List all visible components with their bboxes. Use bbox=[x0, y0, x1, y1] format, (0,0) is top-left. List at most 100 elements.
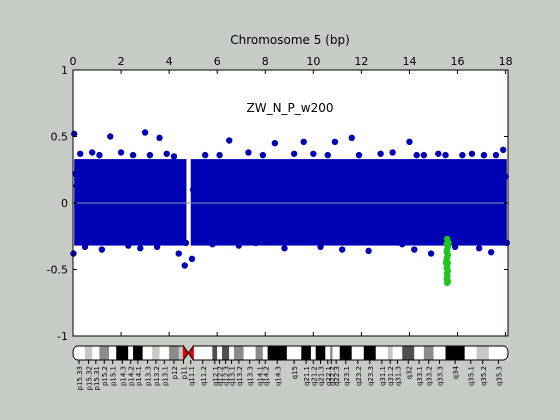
ideogram-band bbox=[128, 346, 134, 360]
band-label: q13.3 bbox=[247, 366, 255, 386]
sample-annotation: ZW_N_P_w200 bbox=[246, 101, 333, 115]
data-band-q-arm bbox=[190, 159, 507, 246]
ideogram-band bbox=[402, 346, 415, 360]
data-point bbox=[271, 139, 279, 147]
band-label: q12.1 bbox=[212, 366, 220, 386]
band-label: q35.1 bbox=[468, 366, 476, 386]
data-point bbox=[468, 150, 476, 157]
ideogram-band bbox=[193, 346, 213, 360]
data-point bbox=[89, 149, 96, 156]
ideogram-band bbox=[286, 346, 302, 360]
x-axis-top: 0 2 4 6 8 10 12 14 16 18 bbox=[70, 55, 513, 336]
ideogram-band bbox=[330, 346, 333, 360]
data-point bbox=[355, 151, 363, 159]
data-point bbox=[459, 151, 466, 159]
ideogram-band bbox=[325, 346, 331, 360]
x-tick-label: 10 bbox=[306, 55, 320, 68]
band-label: q11.1 bbox=[188, 366, 196, 386]
data-point bbox=[281, 245, 288, 252]
band-label: p15.31 bbox=[93, 366, 101, 390]
data-point bbox=[175, 250, 182, 257]
band-label: p15.32 bbox=[86, 366, 94, 390]
ideogram-band bbox=[142, 346, 153, 360]
data-band bbox=[74, 159, 507, 246]
data-point bbox=[487, 249, 495, 256]
data-point bbox=[182, 239, 190, 247]
band-label: q31.2 bbox=[387, 366, 395, 386]
ideogram-band bbox=[315, 346, 326, 360]
ideogram-band bbox=[476, 346, 489, 360]
ideogram-band bbox=[222, 346, 230, 360]
data-point bbox=[77, 150, 84, 157]
chromosome-ideogram: p15.33 p15.32 p15.31 p15.2 p15.1 p14.3 p14.2 p1… bbox=[72, 344, 509, 390]
ideogram-band bbox=[109, 346, 117, 360]
band-label: q34 bbox=[452, 365, 460, 379]
data-point bbox=[216, 151, 223, 159]
band-label: q31.3 bbox=[394, 366, 402, 386]
band-label: q23.2 bbox=[355, 366, 363, 386]
ideogram-band bbox=[212, 346, 218, 360]
data-point bbox=[72, 170, 79, 177]
data-point bbox=[377, 150, 384, 157]
y-tick-label: 0.5 bbox=[51, 131, 69, 144]
data-point bbox=[252, 239, 259, 247]
ideogram-band bbox=[433, 346, 446, 360]
x-tick-label: 16 bbox=[451, 55, 465, 68]
data-point bbox=[107, 133, 114, 140]
data-point bbox=[492, 151, 500, 159]
y-tick-label: 1 bbox=[61, 64, 68, 77]
ideogram-band bbox=[464, 346, 477, 360]
data-point bbox=[442, 151, 449, 159]
data-point bbox=[245, 149, 252, 156]
ideogram-band bbox=[262, 346, 268, 360]
ideogram-band bbox=[116, 346, 129, 360]
highlight-point bbox=[443, 279, 451, 286]
ideogram-band bbox=[169, 346, 179, 360]
band-label: q21.1 bbox=[303, 366, 311, 386]
band-label: q12.3 bbox=[223, 366, 231, 386]
ideogram-band bbox=[234, 346, 244, 360]
x-tick-label: 18 bbox=[499, 55, 513, 68]
data-point bbox=[163, 150, 170, 157]
band-label: q14.1 bbox=[256, 366, 264, 386]
data-point bbox=[235, 242, 243, 249]
ideogram-band bbox=[99, 346, 110, 360]
data-point bbox=[209, 241, 216, 248]
data-point bbox=[389, 149, 396, 156]
band-label: p12 bbox=[171, 366, 179, 379]
ideogram-band bbox=[363, 346, 376, 360]
band-label: q13.2 bbox=[236, 366, 244, 386]
band-label: q21.3 bbox=[318, 366, 326, 386]
band-label: q12.2 bbox=[217, 366, 225, 386]
data-point bbox=[499, 146, 507, 153]
data-point bbox=[413, 151, 420, 159]
ideogram-band bbox=[414, 346, 424, 360]
data-point bbox=[365, 247, 372, 255]
data-point bbox=[170, 153, 178, 160]
x-tick-label: 2 bbox=[118, 55, 125, 68]
band-label: p13.2 bbox=[153, 366, 161, 386]
ideogram-band bbox=[423, 346, 434, 360]
data-point bbox=[117, 149, 125, 156]
data-point bbox=[141, 129, 149, 136]
ideogram-band bbox=[387, 346, 393, 360]
ideogram-band bbox=[310, 346, 316, 360]
data-point bbox=[125, 242, 132, 249]
band-label: q22.1 bbox=[325, 366, 333, 386]
band-label: q14.2 bbox=[262, 366, 270, 386]
data-point bbox=[73, 182, 80, 189]
band-label: q15 bbox=[291, 366, 299, 379]
data-point bbox=[96, 151, 103, 159]
data-point bbox=[435, 150, 442, 157]
data-point bbox=[331, 138, 339, 146]
highlight-point bbox=[445, 239, 452, 247]
ideogram-band bbox=[301, 346, 311, 360]
data-point bbox=[406, 138, 413, 146]
ideogram-band bbox=[133, 346, 143, 360]
y-tick-label: -1 bbox=[57, 330, 68, 343]
data-point bbox=[137, 245, 144, 252]
band-label: q11.2 bbox=[200, 366, 208, 386]
data-point bbox=[129, 151, 137, 159]
x-tick-label: 6 bbox=[214, 55, 221, 68]
band-label: p15.1 bbox=[110, 366, 118, 386]
